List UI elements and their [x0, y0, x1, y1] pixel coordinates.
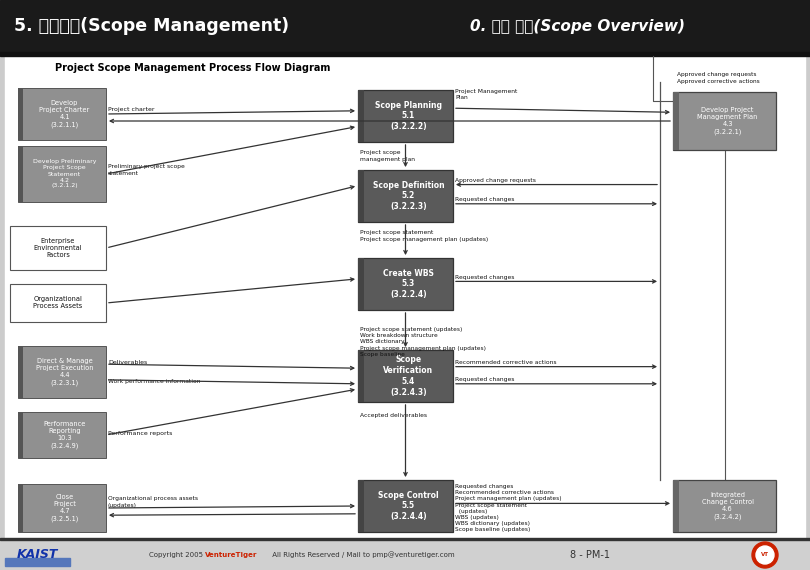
- Text: VT: VT: [761, 552, 769, 557]
- Text: Requested changes: Requested changes: [455, 197, 514, 202]
- Bar: [358, 258, 453, 310]
- Text: Recommended corrective actions: Recommended corrective actions: [455, 360, 556, 365]
- Bar: [18, 88, 106, 140]
- Text: Scope Planning
5.1
(3.2.2.2): Scope Planning 5.1 (3.2.2.2): [375, 101, 442, 131]
- Text: Direct & Manage
Project Execution
4.4
(3.2.3.1): Direct & Manage Project Execution 4.4 (3…: [36, 358, 93, 386]
- Text: 8 - PM-1: 8 - PM-1: [570, 550, 610, 560]
- Text: Requested changes: Requested changes: [455, 275, 514, 280]
- Bar: [673, 480, 679, 532]
- Bar: [10, 284, 106, 322]
- Text: KAIST: KAIST: [16, 548, 58, 561]
- Text: Project Management
Plan: Project Management Plan: [455, 89, 518, 100]
- Text: Scope Control
5.5
(3.2.4.4): Scope Control 5.5 (3.2.4.4): [378, 491, 439, 521]
- Bar: [5, 56, 805, 538]
- Bar: [358, 350, 364, 402]
- Text: Requested changes
Recommended corrective actions
Project management plan (update: Requested changes Recommended corrective…: [455, 484, 561, 532]
- Bar: [18, 146, 23, 202]
- Text: Project scope
management plan: Project scope management plan: [360, 150, 415, 162]
- Bar: [673, 92, 679, 150]
- Bar: [673, 480, 776, 532]
- Text: Develop Project
Management Plan
4.3
(3.2.2.1): Develop Project Management Plan 4.3 (3.2…: [697, 107, 757, 135]
- Text: Create WBS
5.3
(3.2.2.4): Create WBS 5.3 (3.2.2.4): [383, 268, 434, 299]
- Bar: [18, 346, 23, 398]
- Text: Copyright 2005: Copyright 2005: [149, 552, 205, 558]
- Text: Project Scope Management Process Flow Diagram: Project Scope Management Process Flow Di…: [55, 63, 330, 73]
- Bar: [10, 226, 106, 270]
- Bar: [673, 92, 776, 150]
- Text: Performance reports: Performance reports: [108, 430, 173, 435]
- Circle shape: [752, 542, 778, 568]
- Text: Project scope statement (updates)
Work breakdown structure
WBS dictionary
Projec: Project scope statement (updates) Work b…: [360, 327, 486, 357]
- Text: Develop Preliminary
Project Scope
Statement
4.2
(3.2.1.2): Develop Preliminary Project Scope Statem…: [32, 160, 96, 189]
- Bar: [358, 90, 364, 142]
- Circle shape: [756, 546, 774, 564]
- Bar: [5, 558, 70, 566]
- Text: All Rights Reserved / Mail to pmp@venturetiger.com: All Rights Reserved / Mail to pmp@ventur…: [270, 552, 454, 559]
- Text: Accepted deliverables: Accepted deliverables: [360, 413, 427, 418]
- Bar: [18, 412, 23, 458]
- Bar: [18, 346, 106, 398]
- Text: Integrated
Change Control
4.6
(3.2.4.2): Integrated Change Control 4.6 (3.2.4.2): [701, 492, 753, 520]
- Text: Requested changes: Requested changes: [455, 377, 514, 382]
- Bar: [18, 484, 106, 532]
- Text: Scope Definition
5.2
(3.2.2.3): Scope Definition 5.2 (3.2.2.3): [373, 181, 445, 211]
- Text: 0. 범위 개요(Scope Overview): 0. 범위 개요(Scope Overview): [470, 18, 685, 34]
- Text: Deliverables: Deliverables: [108, 360, 147, 365]
- Text: VentureTiger: VentureTiger: [205, 552, 258, 558]
- Text: Enterprise
Environmental
Factors: Enterprise Environmental Factors: [34, 238, 83, 258]
- Bar: [358, 350, 453, 402]
- Text: Project scope statement
Project scope management plan (updates): Project scope statement Project scope ma…: [360, 230, 488, 242]
- Text: Organizational process assets
(updates): Organizational process assets (updates): [108, 496, 198, 508]
- Bar: [358, 480, 453, 532]
- Text: Preliminary project scope
statement: Preliminary project scope statement: [108, 164, 185, 176]
- Text: Organizational
Process Assets: Organizational Process Assets: [33, 296, 83, 310]
- Text: Approved change requests
Approved corrective actions: Approved change requests Approved correc…: [677, 72, 760, 84]
- Bar: [18, 146, 106, 202]
- Text: Develop
Project Charter
4.1
(3.2.1.1): Develop Project Charter 4.1 (3.2.1.1): [40, 100, 90, 128]
- Bar: [18, 88, 23, 140]
- Bar: [0, 538, 810, 540]
- Bar: [358, 170, 364, 222]
- Text: Work performance information: Work performance information: [108, 379, 201, 384]
- Bar: [358, 258, 364, 310]
- Text: Close
Project
4.7
(3.2.5.1): Close Project 4.7 (3.2.5.1): [50, 494, 79, 522]
- Bar: [0, 540, 810, 570]
- Text: Performance
Reporting
10.3
(3.2.4.9): Performance Reporting 10.3 (3.2.4.9): [43, 421, 86, 449]
- Bar: [358, 480, 364, 532]
- Bar: [18, 412, 106, 458]
- Bar: [18, 484, 23, 532]
- Text: Approved change requests: Approved change requests: [455, 178, 536, 183]
- Bar: [358, 90, 453, 142]
- Text: Scope
Verification
5.4
(3.2.4.3): Scope Verification 5.4 (3.2.4.3): [383, 355, 433, 397]
- Bar: [358, 170, 453, 222]
- Text: 5. 범위관리(Scope Management): 5. 범위관리(Scope Management): [14, 17, 289, 35]
- Bar: [0, 0, 810, 52]
- Text: Project charter: Project charter: [108, 108, 155, 112]
- Bar: [0, 52, 810, 56]
